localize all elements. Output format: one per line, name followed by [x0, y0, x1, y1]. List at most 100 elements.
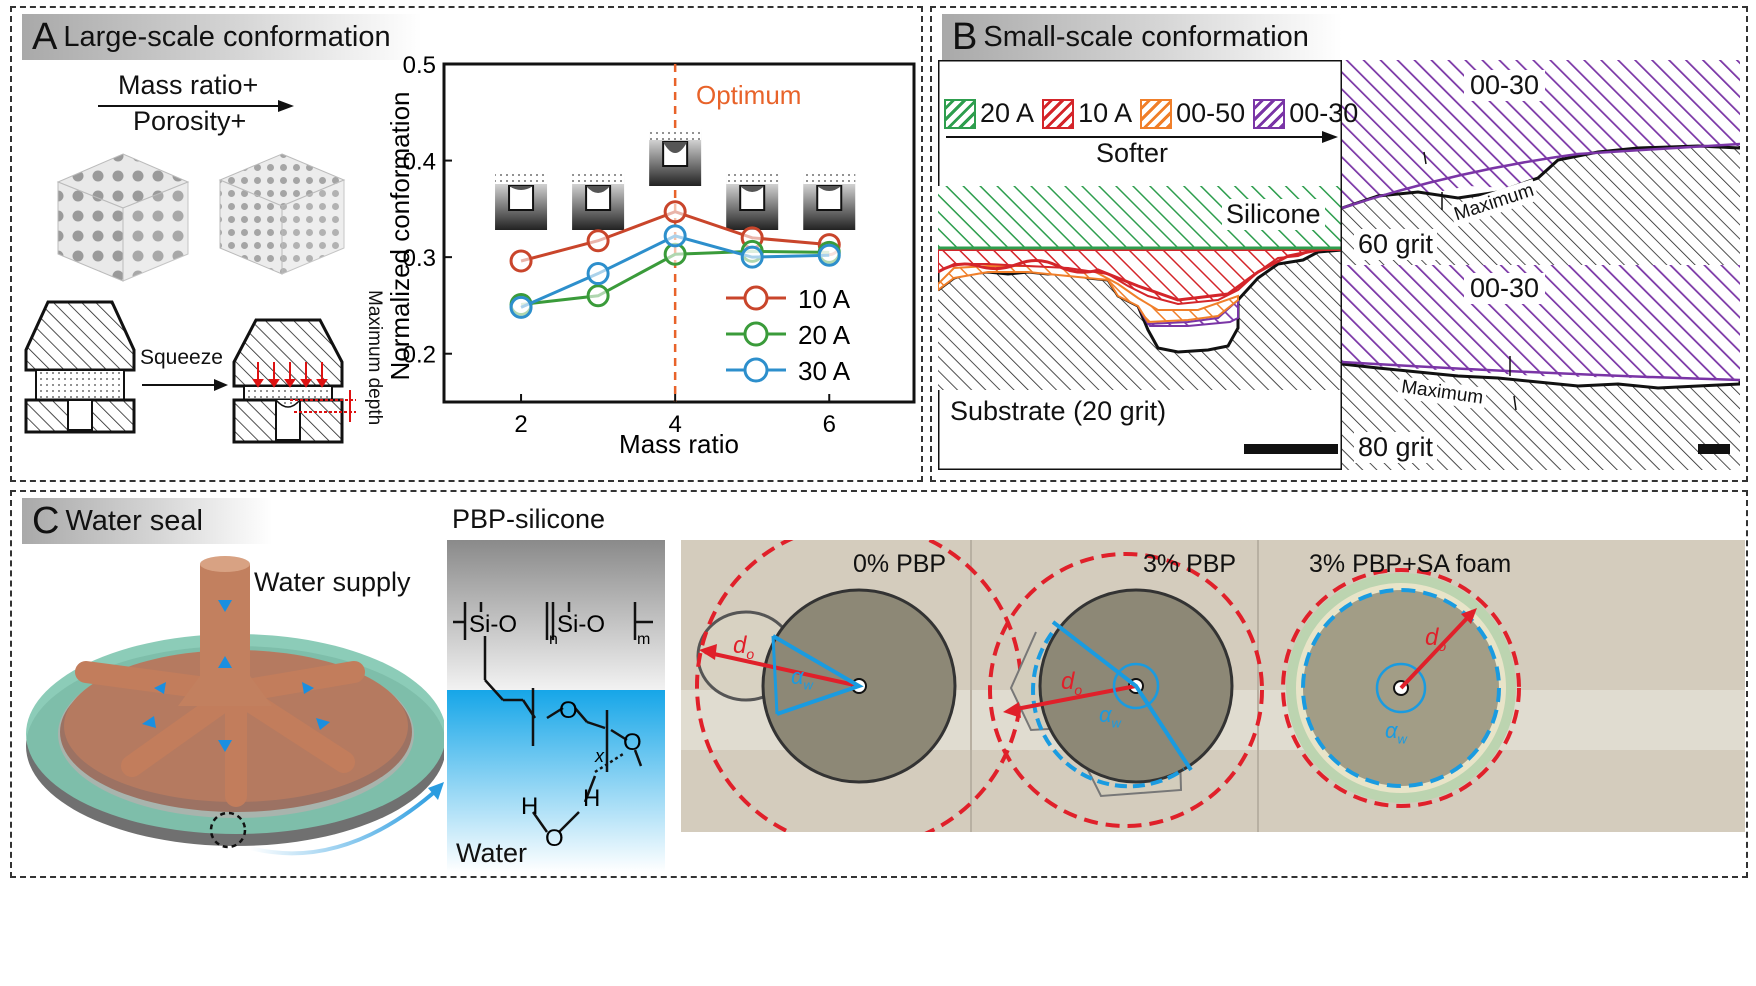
inset-top-substrate: [1342, 146, 1740, 265]
series-2-point-1: [586, 262, 610, 286]
chem-unit-1: Si-O: [469, 611, 517, 638]
x-tick-label-2: 6: [823, 411, 836, 438]
mold-inset-foam-3: [726, 172, 779, 184]
series-1-point-1: [586, 284, 610, 308]
scale-bar-inset: [1698, 444, 1730, 454]
mold-inset-4: [803, 172, 856, 230]
panel-a-title: Large-scale conformation: [63, 20, 391, 53]
small-scale-diagram: [938, 60, 1740, 470]
mold-inset-0: [495, 172, 548, 230]
chart-plot-frame: [442, 62, 916, 404]
legend-swatch-0050: [1140, 98, 1173, 129]
legend-label-0030: 00-30: [1289, 98, 1359, 128]
panel-a: [10, 6, 923, 482]
mold-inset-bulge-2: [663, 142, 688, 153]
silicone-label: Silicone: [1222, 199, 1325, 230]
pbp-chemistry-diagram: Si-O Si-O n m O O x H O H: [447, 540, 665, 872]
photo-1-d-label: do: [733, 632, 755, 662]
water-supply-label: Water supply: [254, 567, 411, 597]
mold-after-squeeze: [232, 318, 356, 444]
legend-swatch-20a: [944, 98, 976, 129]
photo-2-d-label: do: [1061, 668, 1083, 698]
mold-inset-foam-0: [495, 172, 548, 184]
photo-3-alpha-label: αw: [1385, 718, 1407, 747]
inset-top-grit: 60 grit: [1354, 229, 1438, 260]
series-2-point-0: [509, 295, 533, 319]
series-0-point-0: [509, 249, 533, 273]
legend-label-10a: 10 A: [1078, 98, 1133, 128]
substrate-region: [938, 250, 1342, 390]
y-tick-label-0: 0.2: [403, 342, 436, 369]
legend-label-0050: 00-50: [1176, 98, 1246, 128]
photo-2-alpha-label: αw: [1099, 702, 1121, 731]
photo-3-label: 3% PBP+SA foam: [1309, 550, 1512, 578]
legend-swatch-10a: [1042, 98, 1075, 129]
mold-inset-bulge-0: [509, 186, 534, 190]
legend-label-20a: 20 A: [980, 98, 1035, 128]
legend-marker-0: [743, 285, 769, 311]
mold-inset-foam-1: [572, 172, 625, 184]
porosity-plus-label: Porosity+: [133, 106, 247, 136]
photo-strip: 0% PBP 3% PBP 3% PBP+SA foam do αw do αw…: [681, 540, 1745, 832]
legend-marker-2: [743, 357, 769, 383]
chem-o-3: O: [545, 825, 564, 852]
chem-n: n: [549, 631, 558, 648]
chart-x-axis-label: Mass ratio: [619, 429, 739, 459]
panel-c-header: C Water seal: [22, 498, 272, 544]
mold-inset-3: [726, 172, 779, 230]
water-seal-device: [26, 556, 444, 856]
pbp-silicone-title: PBP-silicone: [452, 504, 606, 534]
inset-bottom-purple: [1342, 265, 1740, 380]
photo-3-d-label: do: [1425, 624, 1447, 654]
photo-2-label: 3% PBP: [1143, 550, 1237, 578]
mold-inset-2: [649, 128, 702, 186]
chart-y-axis-label: Normalized conformation: [385, 91, 415, 380]
photo-1-label: 0% PBP: [853, 550, 947, 578]
panel-b-legend: 20 A 10 A 00-50 00-30: [944, 98, 1358, 129]
purple-coating: [1137, 297, 1239, 327]
scale-bar-main: [1244, 444, 1338, 454]
panel-b-letter: B: [952, 15, 978, 58]
mold-inset-bulge-4: [817, 186, 842, 191]
series-2-point-4: [817, 243, 841, 267]
series-2-point-3: [740, 245, 764, 269]
softer-arrow: [946, 131, 1338, 143]
water-label: Water: [456, 838, 528, 868]
series-0-point-1: [586, 229, 610, 253]
optimum-annotation: Optimum: [696, 80, 801, 110]
inset-top-purple: [1342, 60, 1740, 208]
softer-label: Softer: [1096, 138, 1169, 168]
panel-b-header: B Small-scale conformation: [942, 14, 1342, 60]
panel-b: [930, 6, 1748, 482]
y-tick-label-2: 0.4: [403, 149, 436, 176]
panel-c-letter: C: [32, 499, 60, 542]
mass-ratio-arrow: [98, 100, 294, 112]
chem-unit-2: Si-O: [557, 611, 605, 638]
panel-a-letter: A: [32, 15, 58, 58]
legend-label-1: 20 A: [798, 320, 851, 350]
chem-h-2: H: [583, 785, 600, 812]
mold-inset-bulge-1: [586, 186, 611, 193]
legend-swatch-0030: [1253, 98, 1286, 129]
lattice-cube-low-porosity: [56, 153, 190, 282]
legend-label-0: 10 A: [798, 284, 851, 314]
mold-before-squeeze: [24, 300, 136, 434]
mold-inset-cavity-0: [508, 185, 535, 211]
chem-o-1: O: [559, 697, 578, 724]
chem-m: m: [637, 631, 650, 648]
mold-inset-1: [572, 172, 625, 230]
inset-bottom-tag: 00-30: [1464, 273, 1546, 304]
panel-c-title: Water seal: [65, 504, 203, 537]
chem-h-1: H: [521, 793, 538, 820]
substrate-label: Substrate (20 grit): [946, 396, 1171, 427]
inset-bottom-grit: 80 grit: [1354, 432, 1438, 463]
series-0-point-2: [663, 200, 687, 224]
maximum-depth-label: Maximum depth: [364, 290, 385, 426]
mold-inset-foam-2: [649, 128, 702, 140]
mold-inset-foam-4: [803, 172, 856, 184]
legend-label-2: 30 A: [798, 356, 851, 386]
y-tick-label-3: 0.5: [403, 52, 436, 79]
legend-marker-1: [743, 321, 769, 347]
panel-c: [10, 490, 1748, 878]
x-tick-label-1: 4: [668, 411, 681, 438]
